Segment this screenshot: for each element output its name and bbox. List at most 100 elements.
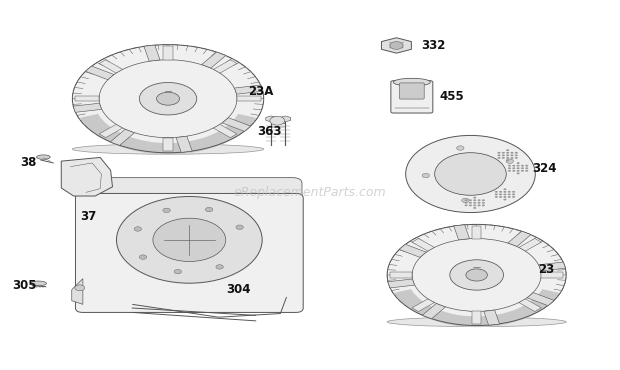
Text: 363: 363 bbox=[257, 125, 282, 138]
FancyBboxPatch shape bbox=[399, 83, 424, 99]
Polygon shape bbox=[164, 138, 172, 151]
Circle shape bbox=[497, 152, 500, 154]
FancyBboxPatch shape bbox=[77, 178, 302, 303]
Circle shape bbox=[140, 255, 147, 259]
Circle shape bbox=[495, 194, 498, 195]
Wedge shape bbox=[80, 114, 256, 155]
Circle shape bbox=[503, 196, 507, 198]
Circle shape bbox=[516, 170, 520, 172]
Circle shape bbox=[464, 205, 467, 206]
Ellipse shape bbox=[30, 281, 46, 286]
Circle shape bbox=[473, 205, 476, 206]
Ellipse shape bbox=[73, 144, 264, 154]
Circle shape bbox=[405, 135, 535, 212]
Circle shape bbox=[473, 197, 476, 199]
Polygon shape bbox=[280, 116, 291, 122]
Polygon shape bbox=[399, 244, 426, 258]
Circle shape bbox=[506, 154, 509, 156]
Circle shape bbox=[508, 165, 511, 166]
Circle shape bbox=[477, 199, 481, 201]
Circle shape bbox=[503, 199, 507, 201]
Circle shape bbox=[502, 157, 505, 159]
Polygon shape bbox=[213, 60, 237, 73]
Polygon shape bbox=[412, 238, 435, 251]
Circle shape bbox=[525, 165, 528, 166]
Circle shape bbox=[462, 198, 469, 203]
Text: 23: 23 bbox=[538, 263, 555, 276]
Polygon shape bbox=[390, 272, 412, 278]
Circle shape bbox=[395, 47, 397, 48]
FancyBboxPatch shape bbox=[76, 194, 303, 312]
Polygon shape bbox=[213, 124, 237, 138]
Polygon shape bbox=[73, 103, 102, 112]
Ellipse shape bbox=[37, 155, 50, 159]
Circle shape bbox=[401, 47, 404, 48]
Circle shape bbox=[508, 194, 511, 195]
Circle shape bbox=[503, 188, 507, 190]
Polygon shape bbox=[412, 299, 435, 312]
Circle shape bbox=[512, 170, 515, 172]
Circle shape bbox=[495, 191, 498, 193]
Polygon shape bbox=[541, 272, 564, 278]
Circle shape bbox=[435, 153, 507, 195]
Circle shape bbox=[495, 196, 498, 198]
Text: 324: 324 bbox=[532, 162, 557, 175]
Polygon shape bbox=[454, 225, 469, 240]
Circle shape bbox=[389, 47, 391, 48]
Circle shape bbox=[512, 165, 515, 166]
Circle shape bbox=[499, 194, 502, 195]
Polygon shape bbox=[75, 96, 99, 101]
Circle shape bbox=[506, 149, 509, 151]
Circle shape bbox=[506, 159, 509, 161]
Circle shape bbox=[508, 196, 511, 198]
Circle shape bbox=[153, 218, 226, 262]
Text: 305: 305 bbox=[12, 279, 37, 293]
Polygon shape bbox=[72, 279, 83, 305]
Circle shape bbox=[499, 191, 502, 193]
Polygon shape bbox=[381, 38, 412, 53]
Circle shape bbox=[508, 167, 511, 169]
Polygon shape bbox=[99, 124, 123, 138]
Circle shape bbox=[469, 205, 472, 206]
Polygon shape bbox=[164, 46, 172, 60]
Wedge shape bbox=[394, 289, 559, 327]
Text: 455: 455 bbox=[440, 90, 464, 103]
Polygon shape bbox=[237, 96, 261, 101]
Circle shape bbox=[205, 207, 213, 212]
Circle shape bbox=[482, 205, 485, 206]
Circle shape bbox=[477, 202, 481, 204]
Circle shape bbox=[75, 285, 85, 291]
Ellipse shape bbox=[387, 224, 566, 326]
Ellipse shape bbox=[73, 45, 264, 153]
Circle shape bbox=[464, 202, 467, 204]
Circle shape bbox=[515, 152, 518, 154]
Circle shape bbox=[510, 152, 513, 154]
Polygon shape bbox=[202, 52, 226, 68]
Circle shape bbox=[502, 152, 505, 154]
Polygon shape bbox=[539, 262, 565, 271]
Text: 23A: 23A bbox=[248, 85, 273, 98]
Circle shape bbox=[395, 42, 397, 43]
Polygon shape bbox=[86, 66, 114, 80]
Circle shape bbox=[506, 157, 509, 159]
Circle shape bbox=[515, 157, 518, 159]
Polygon shape bbox=[527, 293, 554, 306]
Circle shape bbox=[516, 172, 520, 174]
Circle shape bbox=[482, 202, 485, 204]
Polygon shape bbox=[508, 231, 531, 246]
Polygon shape bbox=[110, 130, 135, 145]
Circle shape bbox=[134, 227, 141, 231]
Circle shape bbox=[422, 173, 430, 178]
Polygon shape bbox=[388, 279, 415, 288]
Polygon shape bbox=[422, 303, 445, 319]
Circle shape bbox=[477, 205, 481, 206]
Circle shape bbox=[390, 41, 403, 49]
Circle shape bbox=[389, 42, 391, 43]
Ellipse shape bbox=[387, 317, 566, 327]
Circle shape bbox=[395, 44, 397, 46]
Circle shape bbox=[525, 170, 528, 172]
Circle shape bbox=[497, 157, 500, 159]
Polygon shape bbox=[234, 85, 263, 94]
Circle shape bbox=[469, 202, 472, 204]
Polygon shape bbox=[266, 116, 277, 122]
